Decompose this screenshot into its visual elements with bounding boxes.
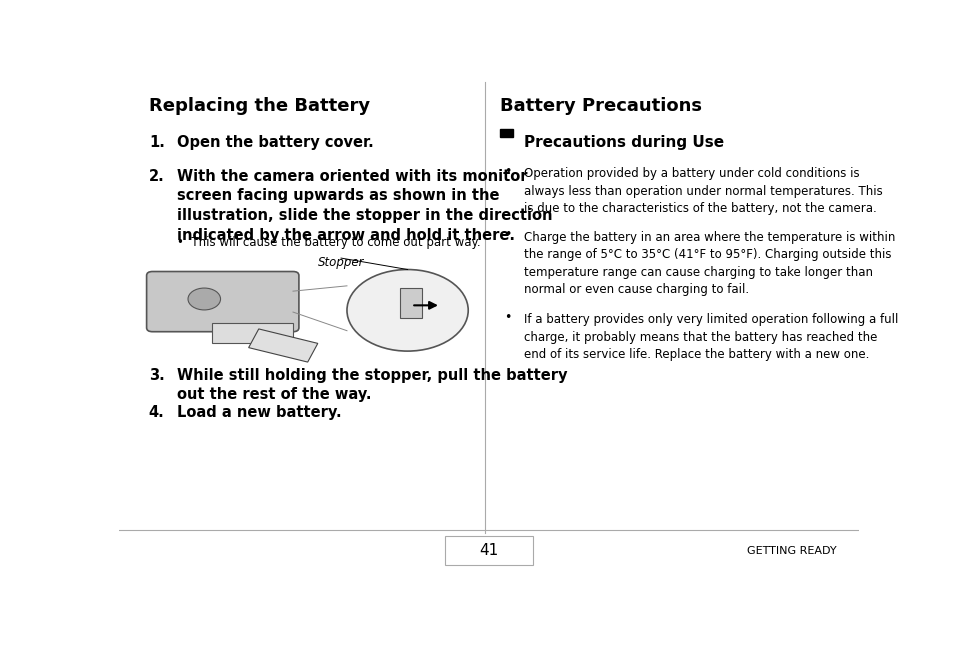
FancyBboxPatch shape [147,271,298,331]
Text: While still holding the stopper, pull the battery
out the rest of the way.: While still holding the stopper, pull th… [176,368,567,402]
Circle shape [347,269,468,351]
Text: 3.: 3. [149,368,165,382]
Text: Operation provided by a battery under cold conditions is
always less than operat: Operation provided by a battery under co… [524,167,882,215]
Text: GETTING READY: GETTING READY [746,546,836,556]
FancyBboxPatch shape [444,536,533,565]
Text: Load a new battery.: Load a new battery. [176,405,341,420]
Bar [212,323,293,342]
Circle shape [188,288,220,310]
Text: 41: 41 [478,543,498,558]
Text: Replacing the Battery: Replacing the Battery [149,98,370,116]
Text: •: • [504,228,512,241]
Text: If a battery provides only very limited operation following a full
charge, it pr: If a battery provides only very limited … [524,313,898,361]
Text: •: • [504,311,512,324]
Text: With the camera oriented with its monitor
screen facing upwards as shown in the
: With the camera oriented with its monito… [176,169,552,243]
Text: •: • [504,165,512,178]
Text: 1.: 1. [149,135,165,150]
Text: 2.: 2. [149,169,165,183]
Text: Precautions during Use: Precautions during Use [523,135,723,150]
Text: Stopper: Stopper [317,256,364,269]
Text: Open the battery cover.: Open the battery cover. [176,135,374,150]
Text: 4.: 4. [149,405,165,420]
Text: Battery Precautions: Battery Precautions [499,98,701,116]
Bar [499,129,512,137]
Bar [399,288,422,318]
Polygon shape [249,329,317,362]
Text: Charge the battery in an area where the temperature is within
the range of 5°C t: Charge the battery in an area where the … [524,231,895,297]
Text: •  This will cause the battery to come out part way.: • This will cause the battery to come ou… [176,236,480,249]
